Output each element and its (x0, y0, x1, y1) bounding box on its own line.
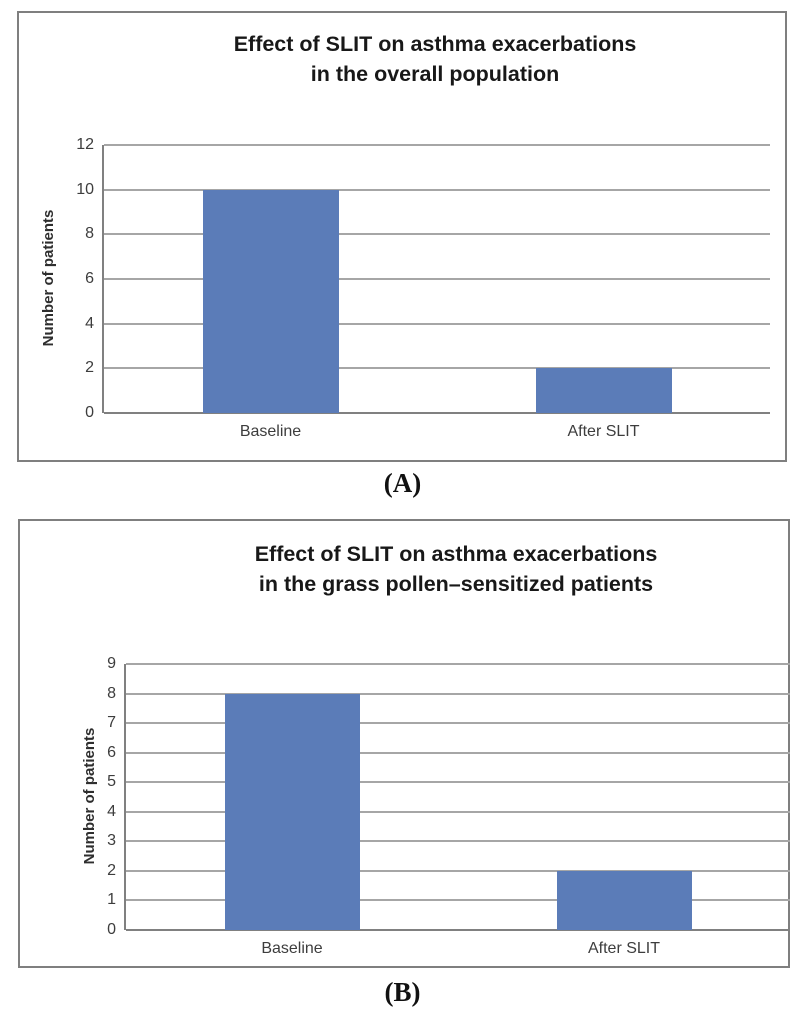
caption-b: (B) (384, 977, 421, 1007)
gridline-y5 (126, 781, 790, 784)
chart-b-plot: 0 1 2 3 4 5 6 7 8 9 Baseline After SLIT (107, 655, 790, 957)
bar-baseline (202, 189, 339, 413)
y-tick-label-3: 3 (107, 832, 116, 850)
gridline-y9 (126, 663, 790, 665)
bar-baseline (224, 693, 360, 930)
y-tick-label-10: 10 (76, 180, 94, 198)
chart-a-plot: 0 2 4 6 8 10 12 Baseline After SLIT (76, 136, 770, 440)
y-tick-label-1: 1 (107, 891, 116, 909)
y-tick-label-2: 2 (85, 359, 94, 377)
y-tick-label-9: 9 (107, 655, 116, 672)
y-tick-label-5: 5 (107, 773, 116, 791)
gridline-y12 (104, 144, 770, 146)
chart-a-title-line1: Effect of SLIT on asthma exacerbations (233, 32, 637, 56)
y-tick-label-2: 2 (107, 861, 116, 879)
chart-a-y-axis-label: Number of patients (40, 209, 57, 347)
bar-after-slit (535, 368, 672, 413)
chart-b-title-line2: in the grass pollen–sensitized patients (258, 572, 654, 596)
y-tick-label-12: 12 (76, 136, 94, 153)
y-tick-label-7: 7 (107, 714, 116, 732)
chart-a-title-line2: in the overall population (310, 62, 560, 86)
gridline-y2 (126, 869, 790, 872)
y-tick-label-6: 6 (85, 270, 94, 287)
chart-b-title: Effect of SLIT on asthma exacerbations i… (124, 539, 788, 599)
gridline-y3 (126, 840, 790, 843)
y-tick-label-0: 0 (85, 404, 94, 421)
caption-a: (A) (383, 468, 422, 498)
gridline-y1 (126, 899, 790, 902)
y-tick-label-6: 6 (107, 743, 116, 761)
x-category-label-after-slit: After SLIT (587, 940, 661, 957)
gridline-y7 (126, 722, 790, 725)
y-tick-label-8: 8 (85, 225, 94, 243)
panel-b: Effect of SLIT on asthma exacerbations i… (18, 519, 790, 968)
bar-after-slit (556, 870, 692, 930)
gridline-y4 (126, 810, 790, 813)
x-category-label-baseline: Baseline (239, 423, 302, 440)
gridline-y0 (104, 412, 770, 414)
gridline-y6 (104, 278, 770, 280)
gridline-y4 (104, 322, 770, 325)
chart-a-title: Effect of SLIT on asthma exacerbations i… (102, 29, 768, 89)
y-tick-label-4: 4 (85, 314, 94, 332)
gridline-y6 (126, 751, 790, 754)
gridline-y0 (126, 929, 790, 931)
y-tick-label-0: 0 (107, 921, 116, 938)
x-category-label-after-slit: After SLIT (567, 423, 640, 440)
x-category-label-baseline: Baseline (261, 940, 323, 957)
panel-a: Effect of SLIT on asthma exacerbations i… (17, 11, 787, 462)
gridline-y8 (126, 692, 790, 695)
y-tick-label-8: 8 (107, 684, 116, 702)
gridline-y8 (104, 233, 770, 236)
gridline-y10 (104, 188, 770, 191)
gridline-y2 (104, 367, 770, 370)
chart-b-title-line1: Effect of SLIT on asthma exacerbations (254, 542, 658, 566)
y-tick-label-4: 4 (107, 802, 116, 820)
